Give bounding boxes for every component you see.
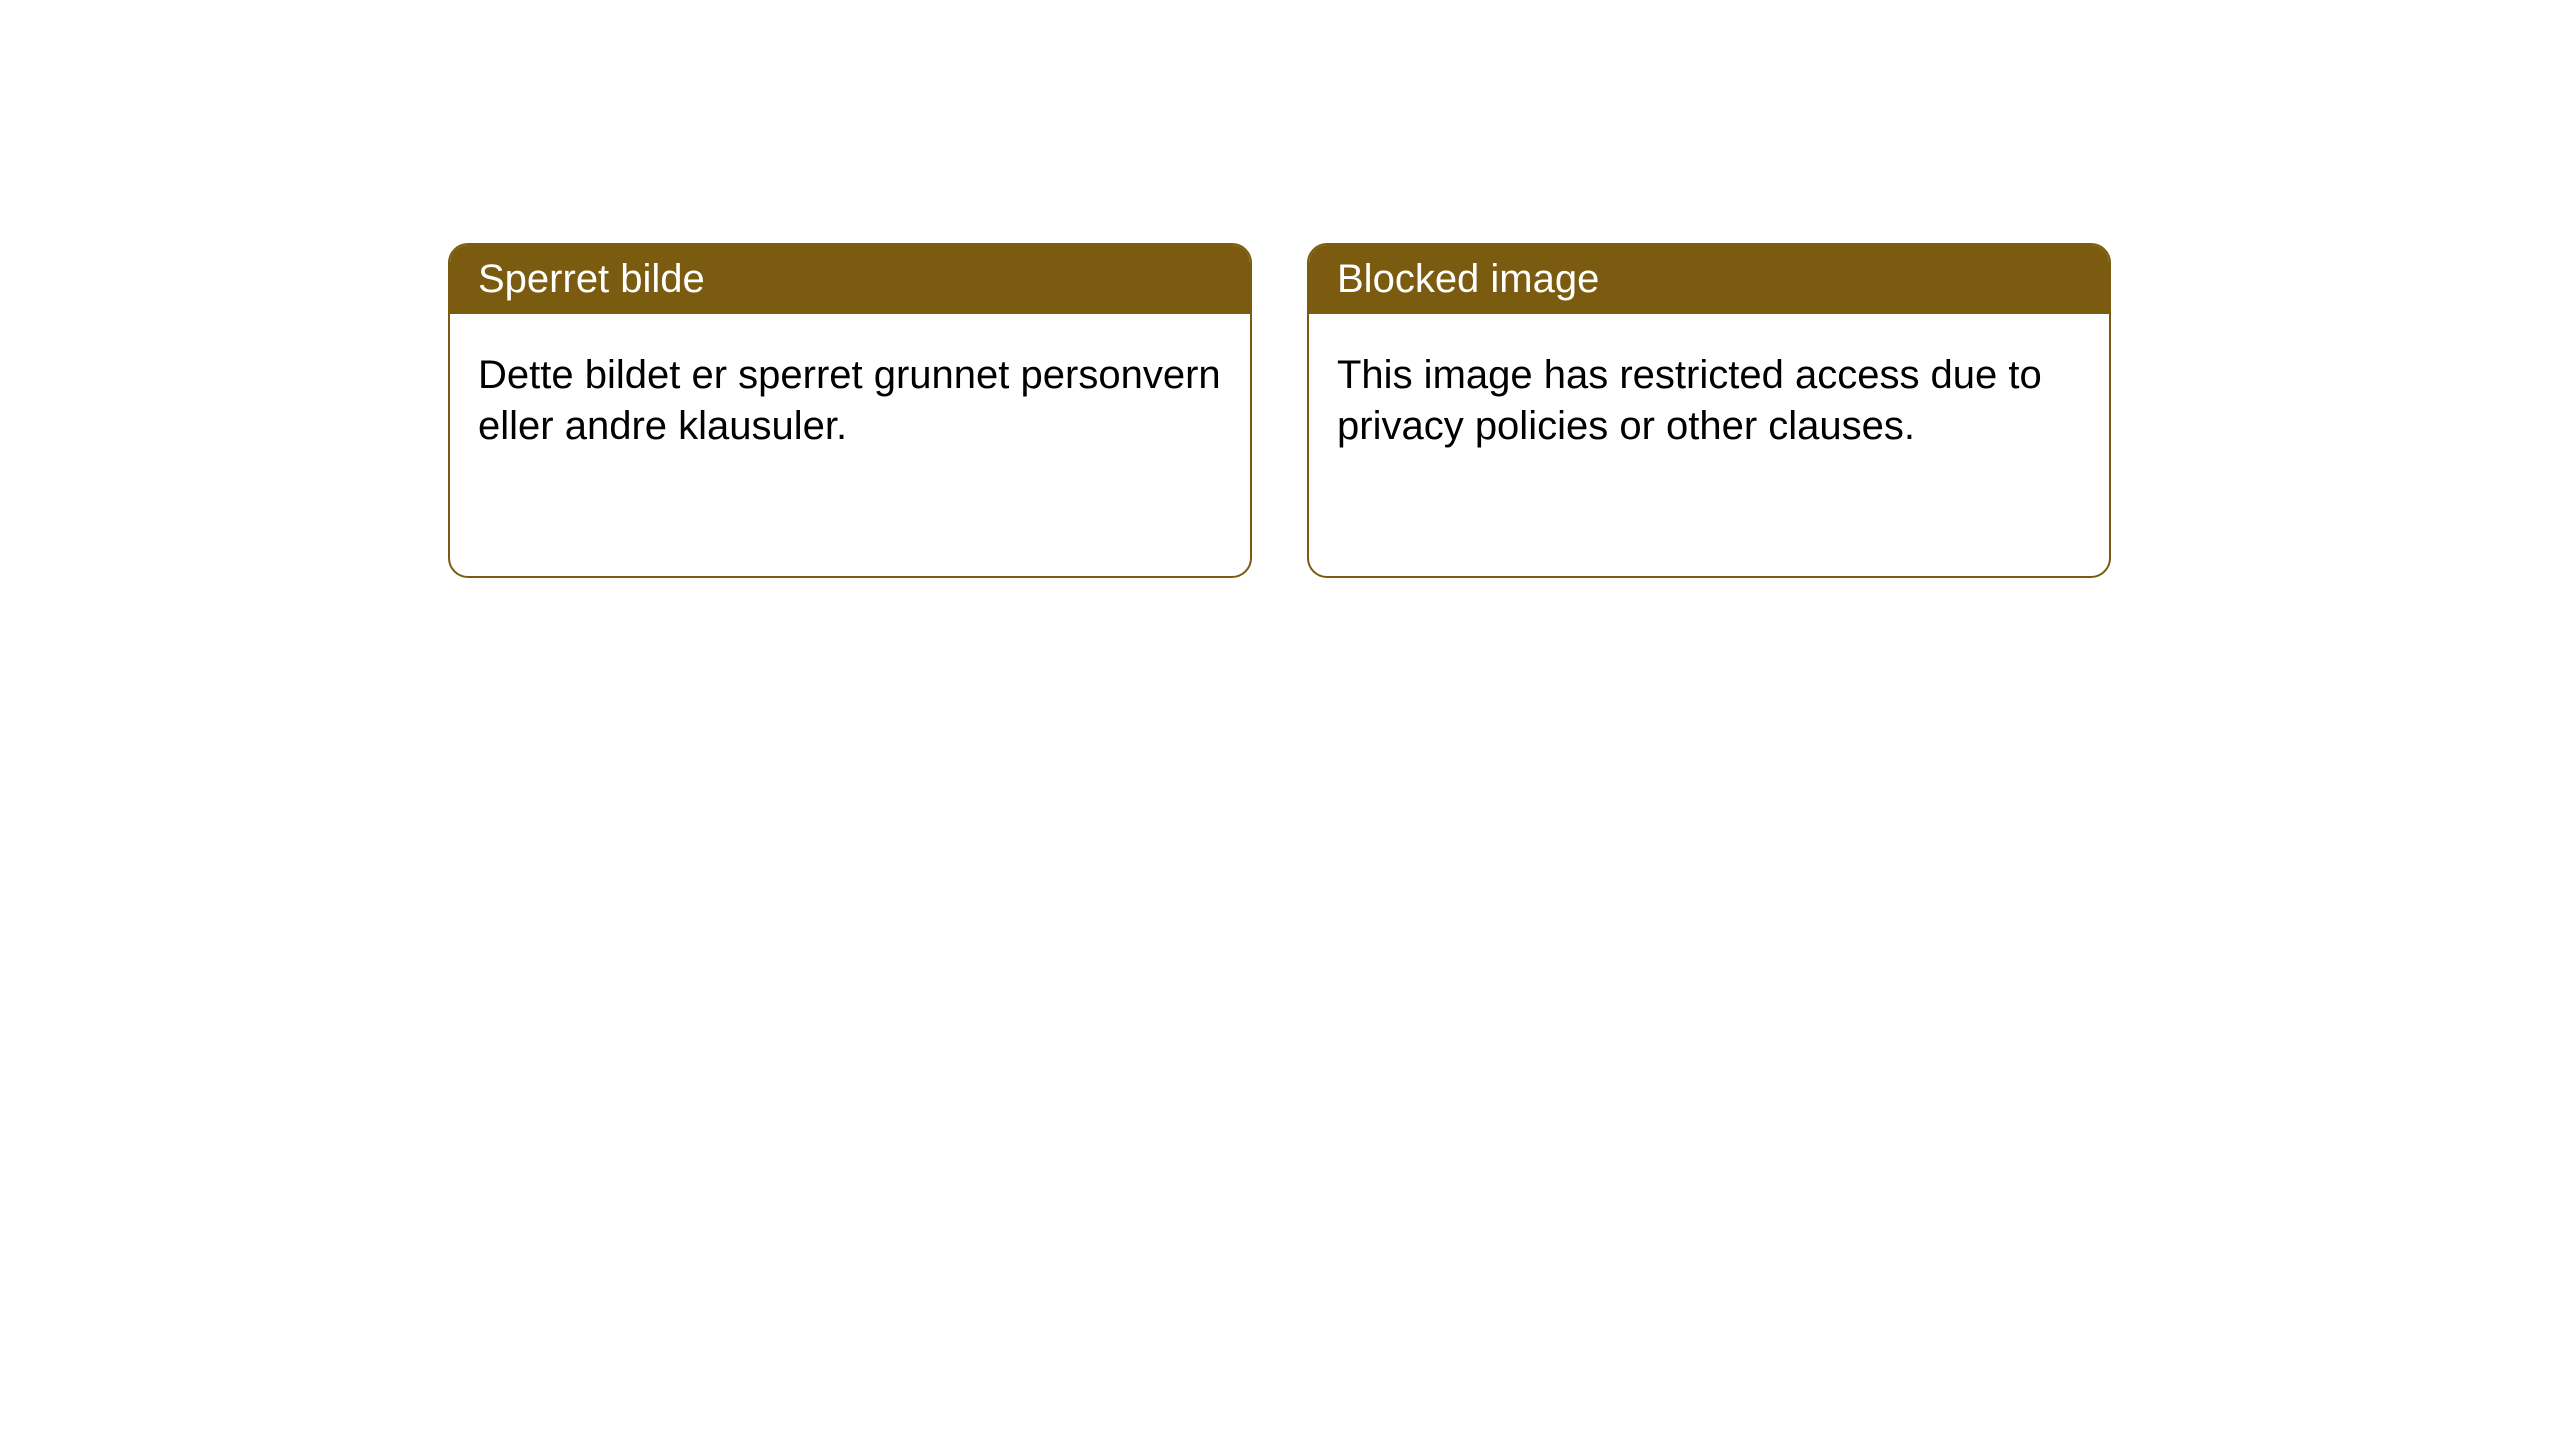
notice-title: Sperret bilde: [478, 257, 705, 301]
notice-container: Sperret bilde Dette bildet er sperret gr…: [448, 243, 2111, 578]
notice-box-norwegian: Sperret bilde Dette bildet er sperret gr…: [448, 243, 1252, 578]
notice-title: Blocked image: [1337, 257, 1599, 301]
notice-body-text: This image has restricted access due to …: [1337, 353, 2042, 448]
notice-box-english: Blocked image This image has restricted …: [1307, 243, 2111, 578]
notice-header: Blocked image: [1309, 245, 2109, 314]
notice-body: Dette bildet er sperret grunnet personve…: [450, 314, 1250, 488]
notice-body-text: Dette bildet er sperret grunnet personve…: [478, 353, 1221, 448]
notice-body: This image has restricted access due to …: [1309, 314, 2109, 488]
notice-header: Sperret bilde: [450, 245, 1250, 314]
